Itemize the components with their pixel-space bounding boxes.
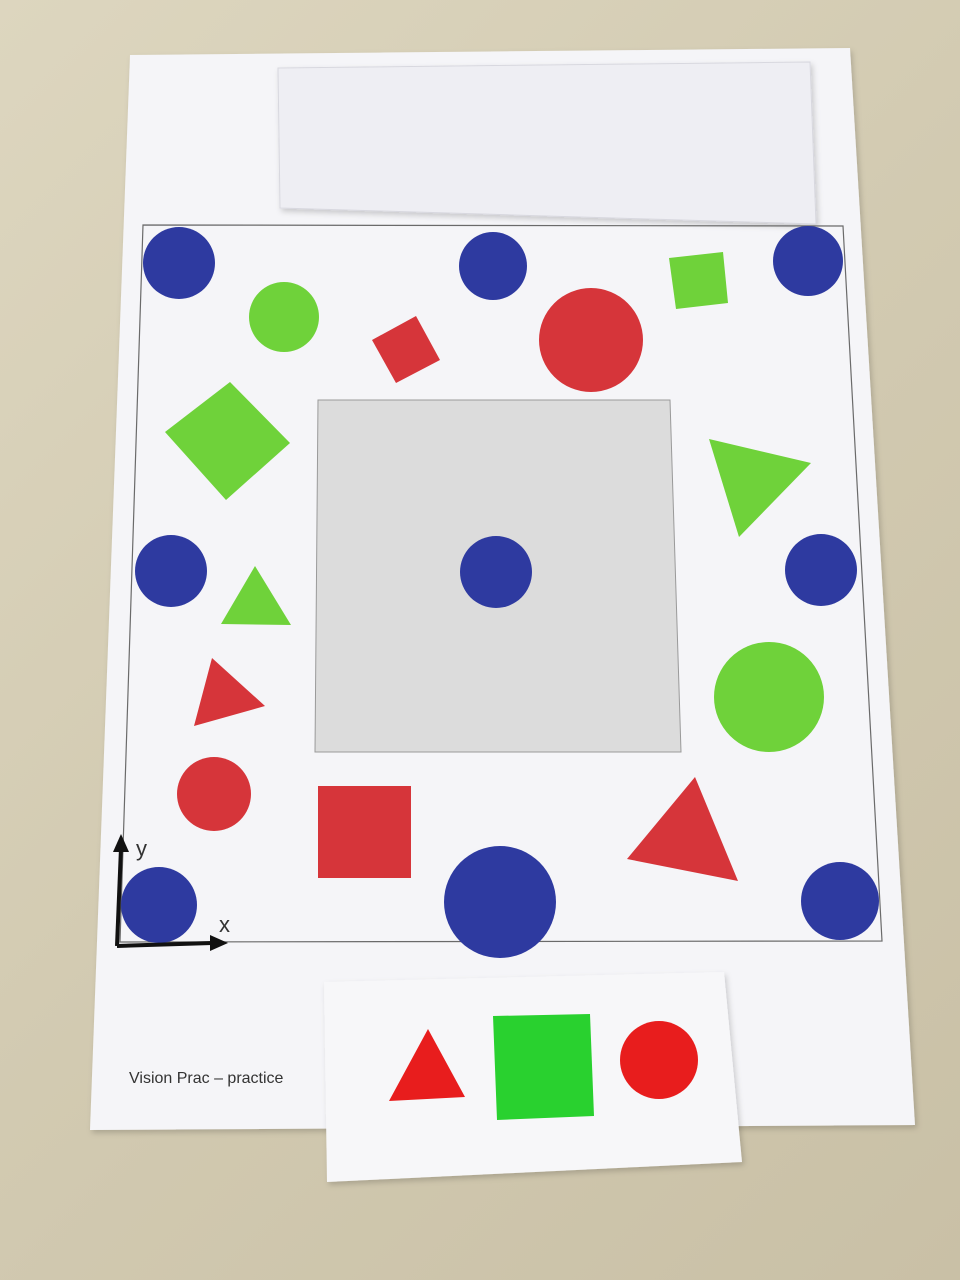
shapes-layer	[121, 226, 879, 958]
blue-circle	[773, 226, 843, 296]
blue-circle	[143, 227, 215, 299]
blue-circle	[785, 534, 857, 606]
axes: y x	[113, 834, 230, 951]
green-triangle	[221, 566, 291, 625]
y-axis-arrowhead	[113, 834, 129, 852]
blue-circle	[135, 535, 207, 607]
blank-paper-strip	[277, 61, 817, 225]
blue-circle	[801, 862, 879, 940]
red-triangle	[194, 658, 265, 726]
green-triangle	[709, 439, 811, 537]
x-axis-label: x	[219, 912, 230, 937]
legend-circle	[620, 1021, 698, 1099]
sheet-title: Vision Prac – practice	[129, 1070, 284, 1087]
red-square	[372, 316, 440, 383]
green-square	[165, 382, 290, 500]
x-axis-line	[116, 941, 213, 948]
red-circle	[539, 288, 643, 392]
red-square	[318, 786, 411, 878]
blue-circle	[444, 846, 556, 958]
green-circle	[714, 642, 824, 752]
target-frame	[119, 224, 883, 943]
blue-circle	[459, 232, 527, 300]
red-circle	[177, 757, 251, 831]
green-circle	[249, 282, 319, 352]
legend-layer	[389, 1014, 698, 1120]
x-axis-arrowhead	[210, 935, 228, 951]
blue-circle	[460, 536, 532, 608]
y-axis-line	[115, 847, 123, 947]
legend-triangle	[389, 1029, 465, 1101]
legend-square	[493, 1014, 594, 1120]
blue-circle	[121, 867, 197, 943]
green-square	[669, 252, 728, 309]
y-axis-label: y	[136, 836, 147, 861]
red-triangle	[627, 777, 738, 881]
